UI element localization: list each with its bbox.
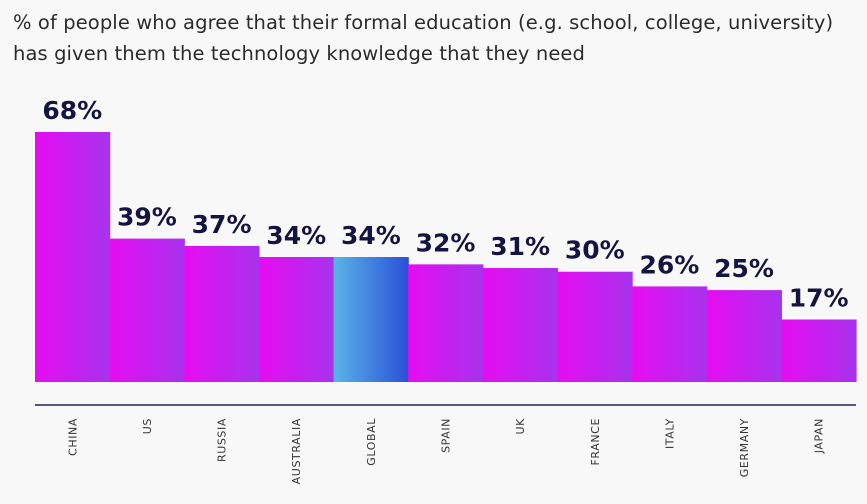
tick-label-japan: JAPAN: [813, 418, 826, 454]
bar-russia: [184, 245, 260, 382]
bar-france: [557, 271, 633, 382]
tick-label-us: US: [141, 418, 154, 434]
bar-us: [109, 238, 185, 382]
tick-label-france: FRANCE: [589, 418, 602, 466]
tick-label-italy: ITALY: [663, 418, 676, 449]
chart-title: % of people who agree that their formal …: [13, 11, 834, 65]
value-label-italy: 26%: [639, 250, 699, 279]
bar-italy: [632, 286, 708, 382]
bar-global: [333, 257, 409, 382]
bars-group: [35, 132, 857, 382]
tick-label-uk: UK: [514, 418, 527, 435]
tick-label-russia: RUSSIA: [216, 418, 229, 462]
value-label-us: 39%: [117, 203, 177, 232]
bar-uk: [482, 268, 559, 382]
bar-spain: [408, 264, 484, 382]
bar-china: [35, 132, 111, 382]
tick-labels-group: CHINA US RUSSIA AUSTRALIA GLOBAL SPAIN UK FRANC…: [66, 418, 825, 485]
value-label-japan: 17%: [789, 284, 849, 313]
value-label-china: 68%: [42, 96, 102, 125]
value-label-france: 30%: [565, 236, 625, 265]
value-label-global: 34%: [341, 221, 401, 250]
value-label-germany: 25%: [714, 254, 774, 283]
value-labels-group: 68% 39% 37% 34% 34% 32% 31% 30% 26% 25% 17%: [42, 96, 848, 313]
bar-australia: [258, 257, 335, 382]
tick-label-germany: GERMANY: [738, 418, 751, 477]
value-label-russia: 37%: [192, 210, 252, 239]
bar-japan: [781, 319, 857, 382]
tick-label-australia: AUSTRALIA: [290, 418, 303, 484]
tick-label-spain: SPAIN: [440, 418, 453, 453]
value-label-spain: 32%: [416, 228, 476, 257]
value-label-uk: 31%: [490, 232, 550, 261]
tick-label-china: CHINA: [66, 418, 79, 456]
tick-label-global: GLOBAL: [365, 418, 378, 466]
bar-germany: [706, 290, 782, 382]
value-label-australia: 34%: [266, 221, 326, 250]
